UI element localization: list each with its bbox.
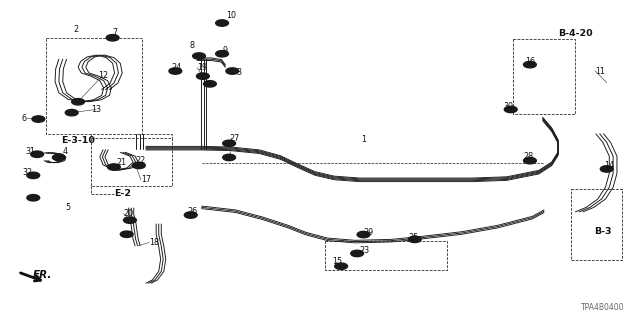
Circle shape [32, 116, 45, 122]
Circle shape [124, 217, 136, 223]
Circle shape [106, 35, 119, 41]
Circle shape [223, 154, 236, 161]
Circle shape [408, 236, 421, 243]
Text: 27: 27 [229, 134, 239, 143]
Text: 8: 8 [189, 41, 195, 50]
Text: 25: 25 [408, 233, 419, 242]
Text: B-4-20: B-4-20 [558, 29, 593, 38]
Text: 6: 6 [21, 114, 26, 123]
Text: 2: 2 [74, 25, 79, 34]
Circle shape [335, 263, 348, 269]
Text: 12: 12 [98, 71, 108, 80]
Text: 15: 15 [332, 257, 342, 266]
Text: 13: 13 [92, 105, 102, 114]
Text: 18: 18 [149, 238, 159, 247]
Text: E-3-10: E-3-10 [61, 136, 95, 145]
Circle shape [132, 162, 145, 169]
Text: 5: 5 [65, 203, 70, 212]
Circle shape [184, 212, 197, 218]
Circle shape [223, 140, 236, 147]
Text: TPA4B0400: TPA4B0400 [580, 303, 624, 312]
Text: 31: 31 [26, 147, 36, 156]
Text: 3: 3 [237, 68, 242, 77]
Text: 19: 19 [197, 63, 207, 72]
Circle shape [600, 166, 613, 172]
Circle shape [31, 151, 44, 157]
Text: B-3: B-3 [594, 228, 611, 236]
Text: 32: 32 [22, 168, 33, 177]
Circle shape [196, 73, 209, 79]
Circle shape [216, 51, 228, 57]
Circle shape [27, 195, 40, 201]
Text: 11: 11 [595, 67, 605, 76]
Text: 26: 26 [187, 207, 197, 216]
Text: 14: 14 [604, 161, 614, 170]
Circle shape [524, 157, 536, 164]
Circle shape [52, 154, 65, 161]
Circle shape [27, 172, 40, 179]
Text: 7: 7 [113, 28, 118, 37]
Text: 23: 23 [360, 246, 370, 255]
Text: FR.: FR. [33, 269, 52, 280]
Text: 20: 20 [124, 209, 134, 218]
Circle shape [504, 106, 517, 113]
Text: 28: 28 [524, 152, 534, 161]
Circle shape [108, 164, 120, 170]
Circle shape [193, 53, 205, 59]
Text: 22: 22 [136, 156, 146, 165]
Text: 1: 1 [362, 135, 367, 144]
Text: 10: 10 [226, 12, 236, 20]
Circle shape [65, 109, 78, 116]
Text: E-2: E-2 [114, 189, 131, 198]
Circle shape [204, 81, 216, 87]
Text: 30: 30 [503, 102, 513, 111]
Text: 29: 29 [364, 228, 374, 237]
Text: 4: 4 [63, 147, 68, 156]
Text: 17: 17 [141, 175, 151, 184]
Circle shape [120, 231, 133, 237]
Text: 16: 16 [525, 57, 535, 66]
Circle shape [226, 68, 239, 74]
Circle shape [351, 250, 364, 257]
Text: 21: 21 [116, 158, 127, 167]
Circle shape [169, 68, 182, 74]
Circle shape [216, 20, 228, 26]
Text: 24: 24 [171, 63, 181, 72]
Circle shape [72, 99, 84, 105]
Text: 9: 9 [223, 46, 228, 55]
Circle shape [357, 231, 370, 238]
Circle shape [524, 61, 536, 68]
